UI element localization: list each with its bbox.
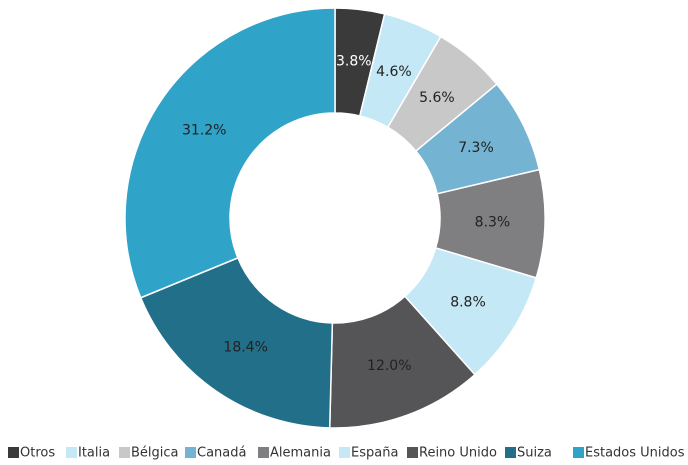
legend-swatch bbox=[573, 447, 584, 458]
legend-label: Reino Unido bbox=[419, 446, 497, 461]
data-label: 31.2% bbox=[182, 122, 226, 138]
legend-label: Italia bbox=[78, 446, 110, 461]
slice bbox=[124, 7, 336, 299]
legend-swatch bbox=[8, 447, 19, 458]
data-label: 18.4% bbox=[223, 340, 267, 356]
data-label: 4.6% bbox=[376, 64, 412, 80]
legend-swatch bbox=[407, 447, 418, 458]
legend-label: Estados Unidos bbox=[585, 446, 685, 461]
data-label: 7.3% bbox=[458, 140, 494, 156]
legend-label: Alemania bbox=[270, 446, 331, 461]
slice bbox=[139, 256, 334, 429]
data-label: 5.6% bbox=[419, 90, 455, 106]
legend-swatch bbox=[505, 447, 516, 458]
legend-label: Canadá bbox=[197, 446, 246, 461]
legend-label: Otros bbox=[20, 446, 55, 461]
legend-label: Bélgica bbox=[131, 446, 179, 461]
data-label: 12.0% bbox=[367, 358, 411, 374]
legend-swatch bbox=[66, 447, 77, 458]
data-label: 8.3% bbox=[475, 214, 511, 230]
legend-swatch bbox=[258, 447, 269, 458]
legend-label: Suiza bbox=[517, 446, 552, 461]
data-label: 8.8% bbox=[450, 294, 486, 310]
legend-swatch bbox=[185, 447, 196, 458]
legend-swatch bbox=[119, 447, 130, 458]
legend-swatch bbox=[339, 447, 350, 458]
data-label: 3.8% bbox=[336, 54, 372, 70]
legend-label: España bbox=[351, 446, 398, 461]
